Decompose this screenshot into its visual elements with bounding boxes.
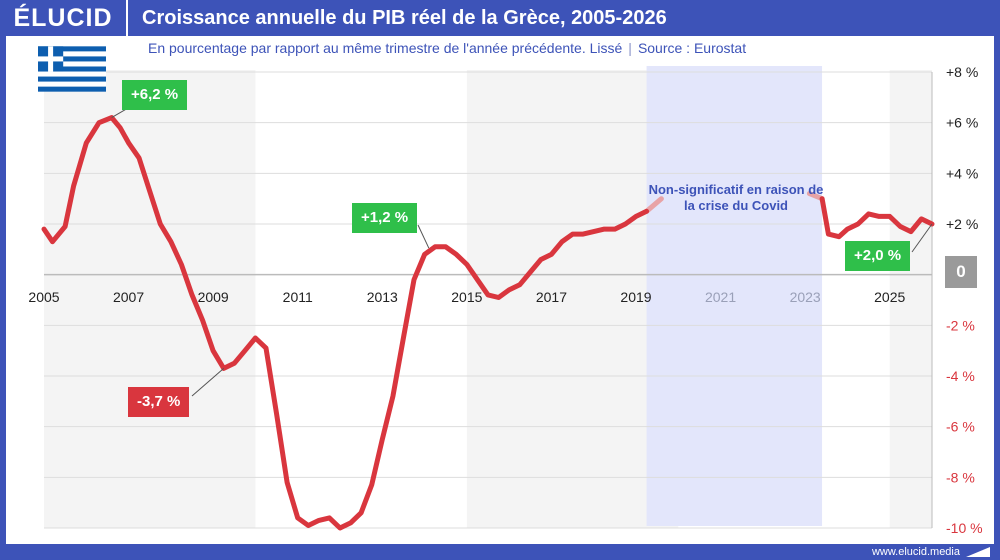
annotation-leader <box>191 368 225 397</box>
x-tick-label: 2017 <box>536 289 567 305</box>
x-tick-label: 2025 <box>874 289 905 305</box>
callout-last: +2,0 % <box>845 241 911 271</box>
x-tick-label: 2007 <box>113 289 144 305</box>
x-tick-label: 2009 <box>198 289 229 305</box>
chart-title: Croissance annuelle du PIB réel de la Gr… <box>142 6 667 29</box>
source-text: Source : Eurostat <box>637 40 747 56</box>
covid-band <box>646 66 823 526</box>
series-line <box>41 115 650 531</box>
y-tick-label: +6 % <box>946 115 978 131</box>
y-tick-label: +4 % <box>946 165 978 181</box>
callout-peak: +6,2 % <box>122 80 188 110</box>
subtitle-separator: | <box>628 40 632 56</box>
header-bar: ÉLUCID Croissance annuelle du PIB réel d… <box>0 0 1000 36</box>
x-tick-label: 2021 <box>705 289 736 305</box>
subtitle-text: En pourcentage par rapport au même trime… <box>148 40 623 56</box>
annotation-leader <box>911 223 933 253</box>
brand-logo: ÉLUCID <box>0 0 128 36</box>
x-tick-label: 2013 <box>367 289 398 305</box>
background-band <box>44 70 256 528</box>
greek-flag-icon <box>38 46 106 92</box>
background-band <box>466 70 679 528</box>
zero-badge: 0 <box>945 256 977 288</box>
callout-mid: +1,2 % <box>352 203 418 233</box>
footer-url[interactable]: www.elucid.media <box>871 546 960 558</box>
x-tick-label: 2023 <box>790 289 821 305</box>
x-tick-label: 2005 <box>28 289 59 305</box>
x-tick-label: 2015 <box>451 289 482 305</box>
y-tick-label: +2 % <box>946 216 978 232</box>
y-tick-label: -8 % <box>946 469 975 485</box>
covid-note: Non-significatif en raison de la crise d… <box>648 182 824 213</box>
series-line <box>819 196 935 240</box>
y-tick-label: -2 % <box>946 317 975 333</box>
series-line-faded <box>644 196 664 214</box>
y-tick-label: +8 % <box>946 64 978 80</box>
background-band <box>889 70 932 528</box>
y-tick-label: -10 % <box>946 520 983 536</box>
brand-mark-icon <box>966 547 990 557</box>
chart-subtitle: En pourcentage par rapport au même trime… <box>148 40 746 56</box>
callout-trough: -3,7 % <box>128 387 190 417</box>
annotation-leader <box>417 224 430 249</box>
y-tick-label: -6 % <box>946 419 975 435</box>
y-tick-label: -4 % <box>946 368 975 384</box>
x-tick-label: 2019 <box>620 289 651 305</box>
x-tick-label: 2011 <box>283 289 313 305</box>
